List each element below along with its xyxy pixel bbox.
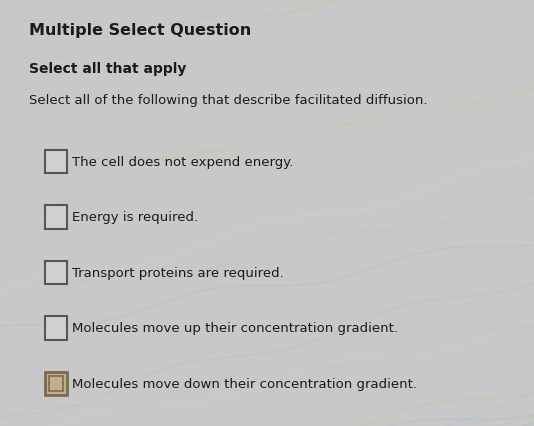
Bar (45, 150, 67, 174)
Bar (45, 371, 67, 395)
Text: The cell does not expend energy.: The cell does not expend energy. (72, 155, 294, 168)
Bar (45, 316, 67, 340)
Text: Transport proteins are required.: Transport proteins are required. (72, 266, 284, 279)
Bar (45, 206, 67, 229)
Bar (49, 376, 63, 391)
Text: Molecules move down their concentration gradient.: Molecules move down their concentration … (72, 377, 417, 390)
Bar (45, 261, 67, 285)
Text: Multiple Select Question: Multiple Select Question (29, 23, 252, 38)
Text: Select all of the following that describe facilitated diffusion.: Select all of the following that describ… (29, 94, 428, 106)
Text: Select all that apply: Select all that apply (29, 62, 187, 76)
Text: Energy is required.: Energy is required. (72, 211, 198, 224)
Text: Molecules move up their concentration gradient.: Molecules move up their concentration gr… (72, 322, 398, 334)
